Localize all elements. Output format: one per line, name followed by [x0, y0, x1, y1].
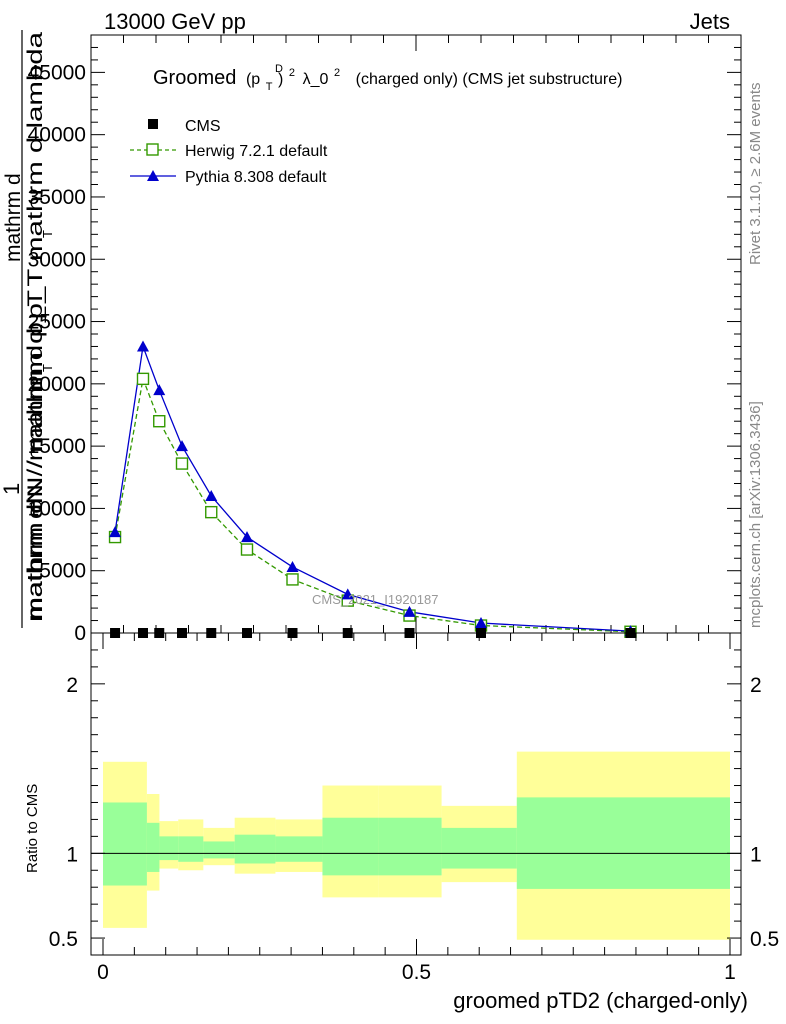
main-y-tick-label: 30000: [28, 248, 86, 271]
title-prefix: Groomed: [153, 67, 236, 89]
ratio-y-tick-label-left: 2: [66, 674, 78, 697]
header-energy-label: 13000 GeV pp: [104, 9, 246, 34]
pythia-point: [205, 489, 218, 501]
ratio-inner-band: [275, 836, 323, 862]
legend-marker-herwig: [146, 143, 159, 156]
ratio-y-tick-label-right: 0.5: [750, 928, 779, 951]
y-label-numerator: mathrm dN / mathrm d p_T mathrm d lambda: [24, 32, 47, 622]
title-sub-t: T: [266, 81, 273, 93]
title-sup-3: 2: [334, 67, 340, 79]
legend-label-cms: CMS: [185, 118, 221, 135]
main-y-tick-label: 10000: [28, 497, 86, 520]
pythia-point: [109, 526, 122, 538]
ratio-inner-band: [234, 834, 276, 864]
y-label-sub-t-1: T: [40, 230, 55, 238]
mcplots-label: mcplots.cern.ch [arXiv:1306.3436]: [747, 401, 764, 628]
ratio-x-tick-label: 0: [97, 961, 109, 984]
ratio-inner-band: [322, 817, 379, 876]
title-close: ): [278, 71, 283, 88]
main-panel: 0 5000 10000 15000 20000 25000 30000 35000 40000…: [28, 34, 742, 645]
pythia-point: [153, 384, 166, 396]
legend-label-pythia: Pythia 8.308 default: [185, 169, 327, 186]
ratio-inner-band: [203, 841, 235, 859]
y-label-denominator: mathrm dN / mathrm d p_T: [24, 290, 47, 620]
header-jets-label: Jets: [690, 9, 730, 34]
legend-label-herwig: Herwig 7.2.1 default: [185, 143, 328, 160]
legend-marker-pythia: [147, 170, 159, 181]
y-label-sub-t-2: T: [40, 364, 55, 372]
ratio-y-ticks: 0.5 0.5 1 1 2 2: [49, 649, 779, 951]
main-y-tick-label: 40000: [28, 124, 86, 147]
title-p: (p: [246, 71, 260, 88]
herwig-point: [240, 543, 254, 556]
x-axis-label: groomed pTD2 (charged-only): [453, 988, 748, 1013]
herwig-point: [153, 415, 166, 428]
main-y-tick-label: 35000: [28, 186, 86, 209]
analysis-watermark: CMS_2021_I1920187: [312, 592, 439, 607]
ratio-y-tick-label-left: 0.5: [49, 928, 78, 951]
herwig-point: [136, 372, 150, 386]
pythia-line: [114, 343, 631, 632]
main-y-tick-label: 0: [74, 622, 86, 645]
ratio-y-axis-label: Ratio to CMS: [24, 784, 41, 873]
chart-title: Groomed (p T ) 2 λ_0 2 (charged only) (C…: [153, 59, 622, 95]
herwig-point: [205, 505, 218, 519]
svg-text:Groomed (p T: Groomed (p T ) 2 λ_0 2 (charged only) (C…: [153, 59, 622, 95]
ratio-inner-band: [178, 836, 204, 862]
pythia-point: [286, 560, 299, 572]
pythia-point: [176, 440, 188, 452]
main-y-ticks: 0 5000 10000 15000 20000 25000 30000 35000 40000…: [28, 34, 741, 645]
main-y-tick-label: 20000: [28, 373, 86, 396]
y-label-denominator-2: mathrm d: [2, 173, 25, 262]
main-y-tick-label: 25000: [28, 311, 86, 334]
y-label-one: 1: [0, 483, 24, 495]
ratio-y-tick-label-right: 2: [750, 674, 762, 697]
title-suffix: (charged only) (CMS jet substructure): [356, 71, 623, 88]
main-y-tick-label: 45000: [28, 61, 86, 84]
ratio-bands: [103, 751, 730, 940]
ratio-inner-band: [159, 836, 179, 861]
ratio-x-ticks: 0 0.5 1: [97, 633, 736, 984]
title-sup-d: D: [275, 63, 283, 75]
main-y-axis-label: 1 mathrm dN / mathrm d p_T mathrm d lamb…: [0, 30, 55, 628]
pythia-point: [475, 617, 487, 629]
legend-marker-cms: [148, 119, 158, 129]
main-y-tick-label: 5000: [39, 560, 86, 583]
ratio-inner-band: [378, 817, 442, 876]
ratio-inner-band: [441, 827, 517, 869]
title-lambda: λ_0: [303, 71, 329, 88]
ratio-x-tick-label: 1: [724, 961, 736, 984]
ratio-x-tick-label: 0.5: [402, 961, 431, 984]
main-y-tick-label: 15000: [28, 435, 86, 458]
rivet-version-label: Rivet 3.1.10, ≥ 2.6M events: [747, 83, 764, 266]
herwig-point: [175, 457, 189, 470]
ratio-y-tick-label-left: 1: [66, 843, 78, 866]
pythia-point: [137, 340, 149, 352]
pythia-point: [241, 531, 253, 543]
ratio-inner-band: [516, 797, 730, 889]
ratio-y-tick-label-right: 1: [750, 843, 762, 866]
ratio-inner-band: [103, 802, 147, 886]
pythia-point: [341, 588, 354, 600]
title-sup-2: 2: [289, 67, 295, 79]
pythia-point: [403, 605, 416, 617]
legend: CMS Herwig 7.2.1 default Pythia 8.308 de…: [130, 118, 328, 186]
ratio-panel: 0.5 0.51 12 2 0 0.5 1: [49, 632, 779, 984]
ratio-inner-band: [146, 822, 160, 872]
herwig-point: [286, 573, 299, 586]
